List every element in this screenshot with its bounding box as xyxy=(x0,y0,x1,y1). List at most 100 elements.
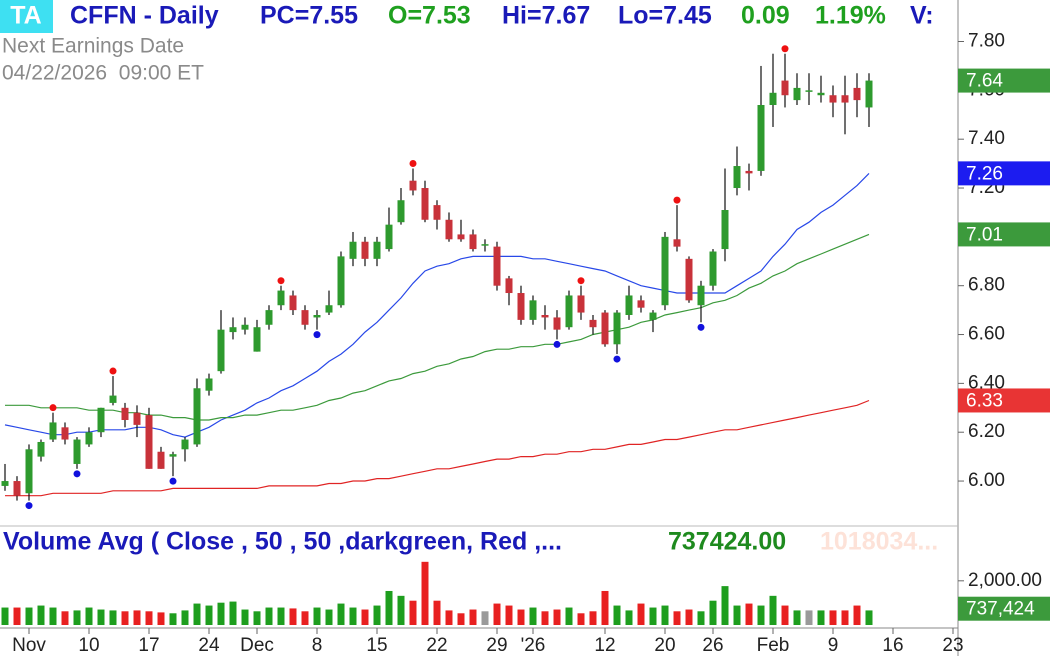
candle-body xyxy=(157,451,165,469)
volume-bar xyxy=(409,600,417,625)
volume-bar xyxy=(793,610,801,625)
earnings-title: Next Earnings Date xyxy=(2,35,184,58)
candle-body xyxy=(433,205,441,220)
candle-body xyxy=(1,481,9,486)
volume-bar xyxy=(505,605,513,625)
x-tick-label: 10 xyxy=(78,635,99,656)
candle-body xyxy=(457,234,465,240)
volume-bar xyxy=(517,609,525,625)
earnings-date: 04/22/2026 09:00 ET xyxy=(2,62,204,85)
candle-body xyxy=(517,293,525,320)
volume-bar xyxy=(397,595,405,625)
volume-bar xyxy=(553,609,561,625)
volume-bar xyxy=(109,610,117,625)
pivot-low xyxy=(25,502,33,510)
volume-bar xyxy=(361,609,369,625)
header-item: Lo=7.45 xyxy=(618,2,712,30)
header-item: 0.09 xyxy=(741,2,790,30)
pivot-low xyxy=(73,470,81,478)
candle-body xyxy=(817,92,825,96)
candle-body xyxy=(13,481,21,496)
volume-bar xyxy=(757,605,765,625)
pivot-low xyxy=(697,323,705,331)
volume-bar xyxy=(13,607,21,625)
x-tick-label: 8 xyxy=(312,635,323,656)
volume-bar xyxy=(685,609,693,625)
last-close-label: 7.64 xyxy=(966,71,1003,92)
x-tick-label: 9 xyxy=(828,635,839,656)
x-tick-label: 15 xyxy=(366,635,387,656)
volume-bar xyxy=(325,609,333,625)
volume-bar xyxy=(349,607,357,625)
candle-body xyxy=(445,219,453,240)
plot-area: V: xyxy=(1,2,934,625)
badge: TA xyxy=(10,2,41,30)
header-item: Hi=7.67 xyxy=(502,2,590,30)
overlay: TA CFFN - Daily Next Earnings Date 04/22… xyxy=(0,0,938,556)
volume-bar xyxy=(181,610,189,625)
volume-bar xyxy=(733,605,741,625)
candle-body xyxy=(721,210,729,250)
candle-body xyxy=(169,454,177,457)
y-tick-label: 6.20 xyxy=(968,421,1005,442)
volume-other-text: 1018034... xyxy=(820,528,938,556)
candle-body xyxy=(409,180,417,191)
candle-body xyxy=(25,449,33,494)
candle-body xyxy=(313,315,321,318)
candle-body xyxy=(613,312,621,345)
volume-bar xyxy=(865,610,873,625)
x-tick-label: 16 xyxy=(882,635,903,656)
y-tick-label: 6.40 xyxy=(968,372,1005,393)
volume-bar xyxy=(481,611,489,625)
candle-body xyxy=(385,224,393,250)
volume-bar xyxy=(421,561,429,625)
x-tick-label: 24 xyxy=(198,635,220,656)
x-tick-label: Feb xyxy=(757,635,790,656)
volume-bar xyxy=(769,595,777,625)
candle-body xyxy=(337,256,345,306)
candle-body xyxy=(505,278,513,294)
volume-tick-label: 2,000.00 xyxy=(968,570,1042,591)
last-close-label-box xyxy=(958,68,1050,93)
candle-body xyxy=(73,439,81,464)
volume-bar xyxy=(529,607,537,625)
volume-bar xyxy=(541,611,549,625)
volume-bar xyxy=(61,611,69,625)
volume-bar xyxy=(841,610,849,625)
volume-bar xyxy=(709,600,717,625)
candle-body xyxy=(481,244,489,246)
header-item: V: xyxy=(910,2,934,30)
volume-bar xyxy=(217,602,225,625)
pivot-high xyxy=(781,45,789,53)
volume-bar xyxy=(121,611,129,625)
volume-avg-label-box xyxy=(958,596,1050,621)
volume-bar xyxy=(745,603,753,625)
candle-body xyxy=(181,439,189,450)
header-item: PC=7.55 xyxy=(260,2,358,30)
candle-body xyxy=(133,412,141,425)
volume-bar xyxy=(385,590,393,625)
y-tick-label: 6.80 xyxy=(968,275,1005,296)
pivot-high xyxy=(109,367,117,375)
candle-body xyxy=(529,300,537,320)
x-tick-label: 12 xyxy=(594,635,615,656)
candle-body xyxy=(349,241,357,259)
volume-bar xyxy=(145,611,153,625)
volume-bar xyxy=(1,607,9,625)
volume-bar xyxy=(589,611,597,625)
badge-box xyxy=(0,0,53,33)
candle-body xyxy=(541,315,549,318)
header-item: 1.19% xyxy=(815,2,886,30)
volume-bar xyxy=(289,608,297,625)
volume-bar xyxy=(157,612,165,625)
volume-title: Volume Avg ( Close , 50 , 50 ,darkgreen,… xyxy=(3,528,562,556)
candle-body xyxy=(841,95,849,103)
candle-body xyxy=(697,285,705,306)
volume-bar xyxy=(301,611,309,625)
volume-bar xyxy=(625,610,633,625)
volume-bar xyxy=(37,605,45,625)
candle-body xyxy=(241,324,249,330)
moving-average xyxy=(5,399,870,497)
candle-body xyxy=(193,388,201,445)
